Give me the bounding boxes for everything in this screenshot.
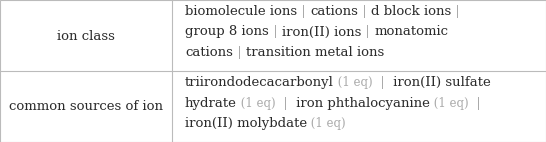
- Text: (1 eq): (1 eq): [307, 117, 346, 130]
- Text: |: |: [269, 26, 282, 38]
- Text: |: |: [358, 5, 371, 18]
- Text: iron(II) molybdate: iron(II) molybdate: [185, 117, 307, 130]
- Text: |: |: [376, 76, 389, 89]
- Text: |: |: [297, 5, 310, 18]
- Text: |: |: [472, 97, 485, 109]
- Text: monatomic: monatomic: [374, 26, 448, 38]
- Text: (1 eq): (1 eq): [237, 97, 279, 109]
- Text: (1 eq): (1 eq): [430, 97, 472, 109]
- Text: ion class: ion class: [57, 30, 115, 43]
- Text: cations: cations: [310, 5, 358, 18]
- Text: |: |: [279, 97, 292, 109]
- Text: iron phthalocyanine: iron phthalocyanine: [292, 97, 430, 109]
- Text: common sources of ion: common sources of ion: [9, 100, 163, 113]
- Text: biomolecule ions: biomolecule ions: [185, 5, 297, 18]
- Text: triirondodecacarbonyl: triirondodecacarbonyl: [185, 76, 334, 89]
- Text: group 8 ions: group 8 ions: [185, 26, 269, 38]
- Text: |: |: [233, 46, 246, 59]
- Text: d block ions: d block ions: [371, 5, 451, 18]
- Text: iron(II) ions: iron(II) ions: [282, 26, 361, 38]
- Text: |: |: [361, 26, 374, 38]
- Text: hydrate: hydrate: [185, 97, 237, 109]
- Text: |: |: [451, 5, 464, 18]
- Text: (1 eq): (1 eq): [334, 76, 376, 89]
- Text: transition metal ions: transition metal ions: [246, 46, 384, 59]
- Text: iron(II) sulfate: iron(II) sulfate: [389, 76, 491, 89]
- Text: cations: cations: [185, 46, 233, 59]
